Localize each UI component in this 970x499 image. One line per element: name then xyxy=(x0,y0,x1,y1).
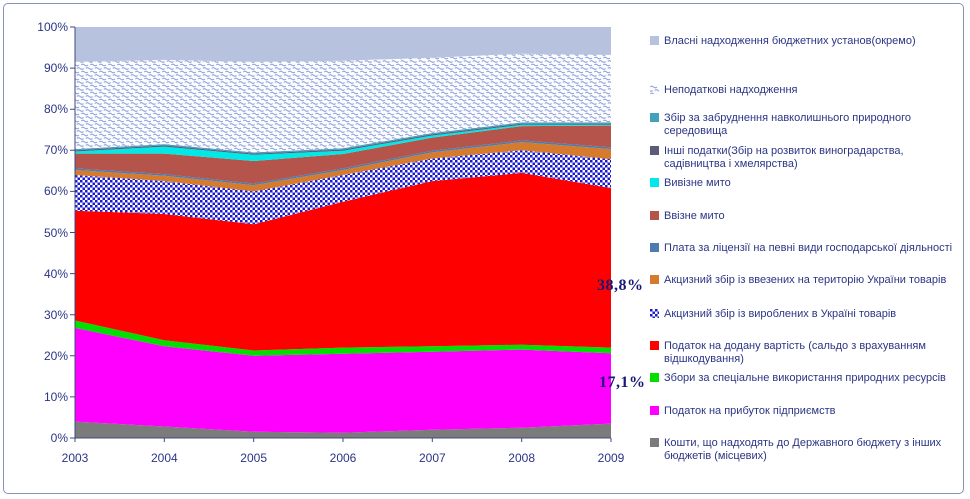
legend-marker-excise-domestic-goods-icon xyxy=(650,309,659,318)
x-axis-label: 2003 xyxy=(61,451,89,465)
legend-label: Збір за забруднення навколишнього природ… xyxy=(664,112,911,137)
legend-label: Власні надходження бюджетних установ(окр… xyxy=(664,35,916,47)
legend-marker-own-revenues-budget-institutions-icon xyxy=(650,36,659,45)
area-excise-imported-goods xyxy=(75,142,611,192)
legend-marker-natural-resources-fees-icon xyxy=(650,373,659,382)
area-local-budget-transfers xyxy=(75,421,611,438)
legend-marker-enterprise-profit-tax-icon xyxy=(650,406,659,415)
legend-marker-non-tax-revenues-icon xyxy=(650,85,659,94)
y-axis-label: 70% xyxy=(43,143,68,158)
y-axis-label: 90% xyxy=(43,61,68,76)
area-vat xyxy=(75,172,611,351)
legend-marker-vat-icon xyxy=(650,341,659,350)
legend-marker-export-duty-icon xyxy=(650,178,659,187)
area-enterprise-profit-tax xyxy=(75,327,611,433)
legend-item-own-revenues-budget-institutions: Власні надходження бюджетних установ(окр… xyxy=(650,35,958,48)
y-axis-label: 80% xyxy=(43,102,68,117)
legend-item-import-duty: Ввізне мито xyxy=(650,210,958,223)
x-axis-label: 2009 xyxy=(597,451,625,465)
legend-label: Кошти, що надходять до Державного бюджет… xyxy=(664,437,942,462)
legend-marker-license-fees-icon xyxy=(650,243,659,252)
legend-label: Вивізне мито xyxy=(664,177,731,189)
legend-item-vat: Податок на додану вартість (сальдо з вра… xyxy=(650,340,958,366)
legend-marker-other-taxes-icon xyxy=(650,146,659,155)
area-import-duty xyxy=(75,125,611,184)
area-export-duty xyxy=(75,124,611,161)
chart-areas xyxy=(75,27,611,438)
legend-label: Інші податки(Збір на розвиток виноградар… xyxy=(664,145,904,170)
x-axis-label: 2005 xyxy=(240,451,267,465)
area-excise-domestic-goods xyxy=(75,150,611,225)
legend-item-non-tax-revenues: Неподаткові надходження xyxy=(650,84,958,97)
legend-item-export-duty: Вивізне мито xyxy=(650,177,958,190)
annotation-vat-share: 38,8% xyxy=(597,277,644,294)
area-non-tax-revenues xyxy=(75,53,611,153)
x-axis-label: 2007 xyxy=(418,451,446,465)
x-axis-label: 2004 xyxy=(150,451,178,465)
legend-marker-excise-imported-goods-icon xyxy=(650,275,659,284)
area-license-fees xyxy=(75,140,611,186)
legend-item-excise-domestic-goods: Акцизний збір із вироблених в Україні то… xyxy=(650,308,958,321)
annotation-profit-tax-share: 17,1% xyxy=(599,374,646,391)
legend-item-natural-resources-fees: Збори за спеціальне використання природн… xyxy=(650,372,958,385)
legend-item-local-budget-transfers: Кошти, що надходять до Державного бюджет… xyxy=(650,437,958,463)
y-axis-label: 0% xyxy=(50,431,68,445)
y-axis-label: 40% xyxy=(43,266,68,281)
legend-marker-local-budget-transfers-icon xyxy=(650,438,659,447)
legend-item-other-taxes: Інші податки(Збір на розвиток виноградар… xyxy=(650,145,958,171)
legend-label: Акцизний збір із ввезених на територію У… xyxy=(664,274,947,286)
axis-lines xyxy=(70,26,612,442)
legend-marker-pollution-fee-icon xyxy=(650,113,659,122)
y-axis-label: 20% xyxy=(43,348,68,363)
area-own-revenues-budget-institutions xyxy=(75,27,611,62)
legend-item-enterprise-profit-tax: Податок на прибуток підприємств xyxy=(650,405,958,418)
area-natural-resources-fees xyxy=(75,320,611,356)
chart-axes xyxy=(70,26,612,442)
legend-label: Податок на прибуток підприємств xyxy=(664,405,836,417)
legend-item-excise-imported-goods: Акцизний збір із ввезених на територію У… xyxy=(650,274,958,287)
legend-item-pollution-fee: Збір за забруднення навколишнього природ… xyxy=(650,112,958,138)
legend-label: Плата за ліцензії на певні види господар… xyxy=(664,242,953,254)
y-axis-label: 10% xyxy=(43,389,68,404)
y-axis-label: 100% xyxy=(37,20,68,34)
legend-item-license-fees: Плата за ліцензії на певні види господар… xyxy=(650,242,958,255)
chart-legend: Власні надходження бюджетних установ(окр… xyxy=(650,0,962,499)
legend-marker-import-duty-icon xyxy=(650,211,659,220)
legend-label: Неподаткові надходження xyxy=(664,84,798,96)
y-axis-label: 50% xyxy=(43,225,68,240)
x-axis-label: 2008 xyxy=(508,451,535,465)
legend-label: Акцизний збір із вироблених в Україні то… xyxy=(664,308,897,320)
legend-label: Ввізне мито xyxy=(664,210,725,222)
y-axis-label: 60% xyxy=(43,184,68,199)
y-axis-label: 30% xyxy=(43,307,68,322)
legend-label: Збори за спеціальне використання природн… xyxy=(664,372,946,384)
x-axis-label: 2006 xyxy=(329,451,357,465)
legend-label: Податок на додану вартість (сальдо з вра… xyxy=(664,340,926,365)
